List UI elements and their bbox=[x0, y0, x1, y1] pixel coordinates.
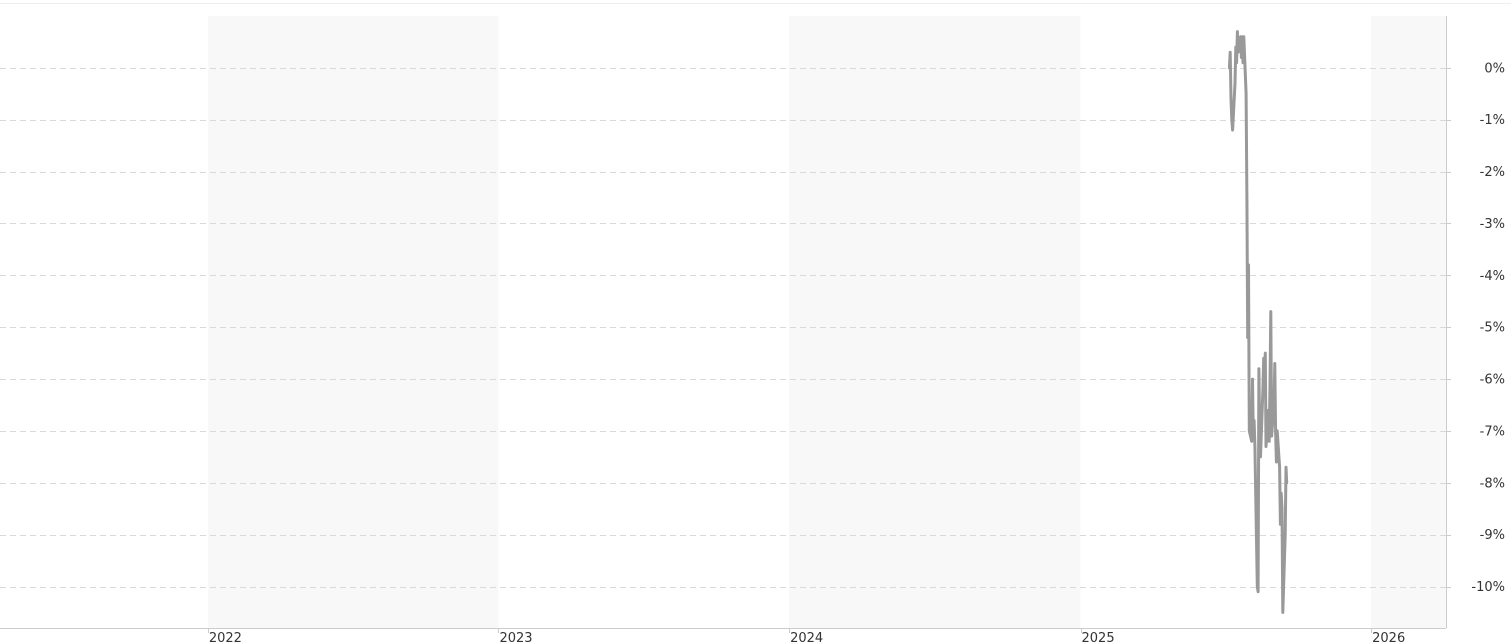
year-band-2022 bbox=[207, 16, 499, 628]
series-layer bbox=[1227, 30, 1289, 614]
y-axis-ticks: 0% -1% -2% -3% -4% -5% -6% -7% -8% -9% -10% bbox=[1446, 61, 1505, 595]
year-band-2026 bbox=[1371, 16, 1446, 628]
x-tick-label: 2022 bbox=[209, 631, 242, 643]
y-tick-label: -1% bbox=[1480, 113, 1505, 128]
x-tick-label: 2023 bbox=[499, 631, 532, 643]
y-tick-label: -4% bbox=[1480, 269, 1505, 284]
series-line-0 bbox=[1227, 30, 1289, 614]
gridlines bbox=[0, 68, 1446, 588]
year-bands bbox=[207, 16, 1446, 628]
y-tick-label: -10% bbox=[1471, 580, 1505, 595]
x-axis-ticks: 2022 2023 2024 2025 2026 bbox=[208, 628, 1405, 643]
y-tick-label: -5% bbox=[1480, 321, 1505, 336]
y-tick-label: -8% bbox=[1480, 476, 1505, 491]
y-tick-label: -6% bbox=[1480, 373, 1505, 388]
x-tick-label: 2025 bbox=[1082, 631, 1115, 643]
y-tick-label: -9% bbox=[1480, 528, 1505, 543]
x-tick-label: 2024 bbox=[790, 631, 823, 643]
y-tick-label: -3% bbox=[1480, 217, 1505, 232]
year-band-2024 bbox=[789, 16, 1081, 628]
y-tick-label: 0% bbox=[1484, 61, 1505, 76]
y-tick-label: -2% bbox=[1480, 165, 1505, 180]
y-tick-label: -7% bbox=[1480, 424, 1505, 439]
x-tick-label: 2026 bbox=[1372, 631, 1405, 643]
